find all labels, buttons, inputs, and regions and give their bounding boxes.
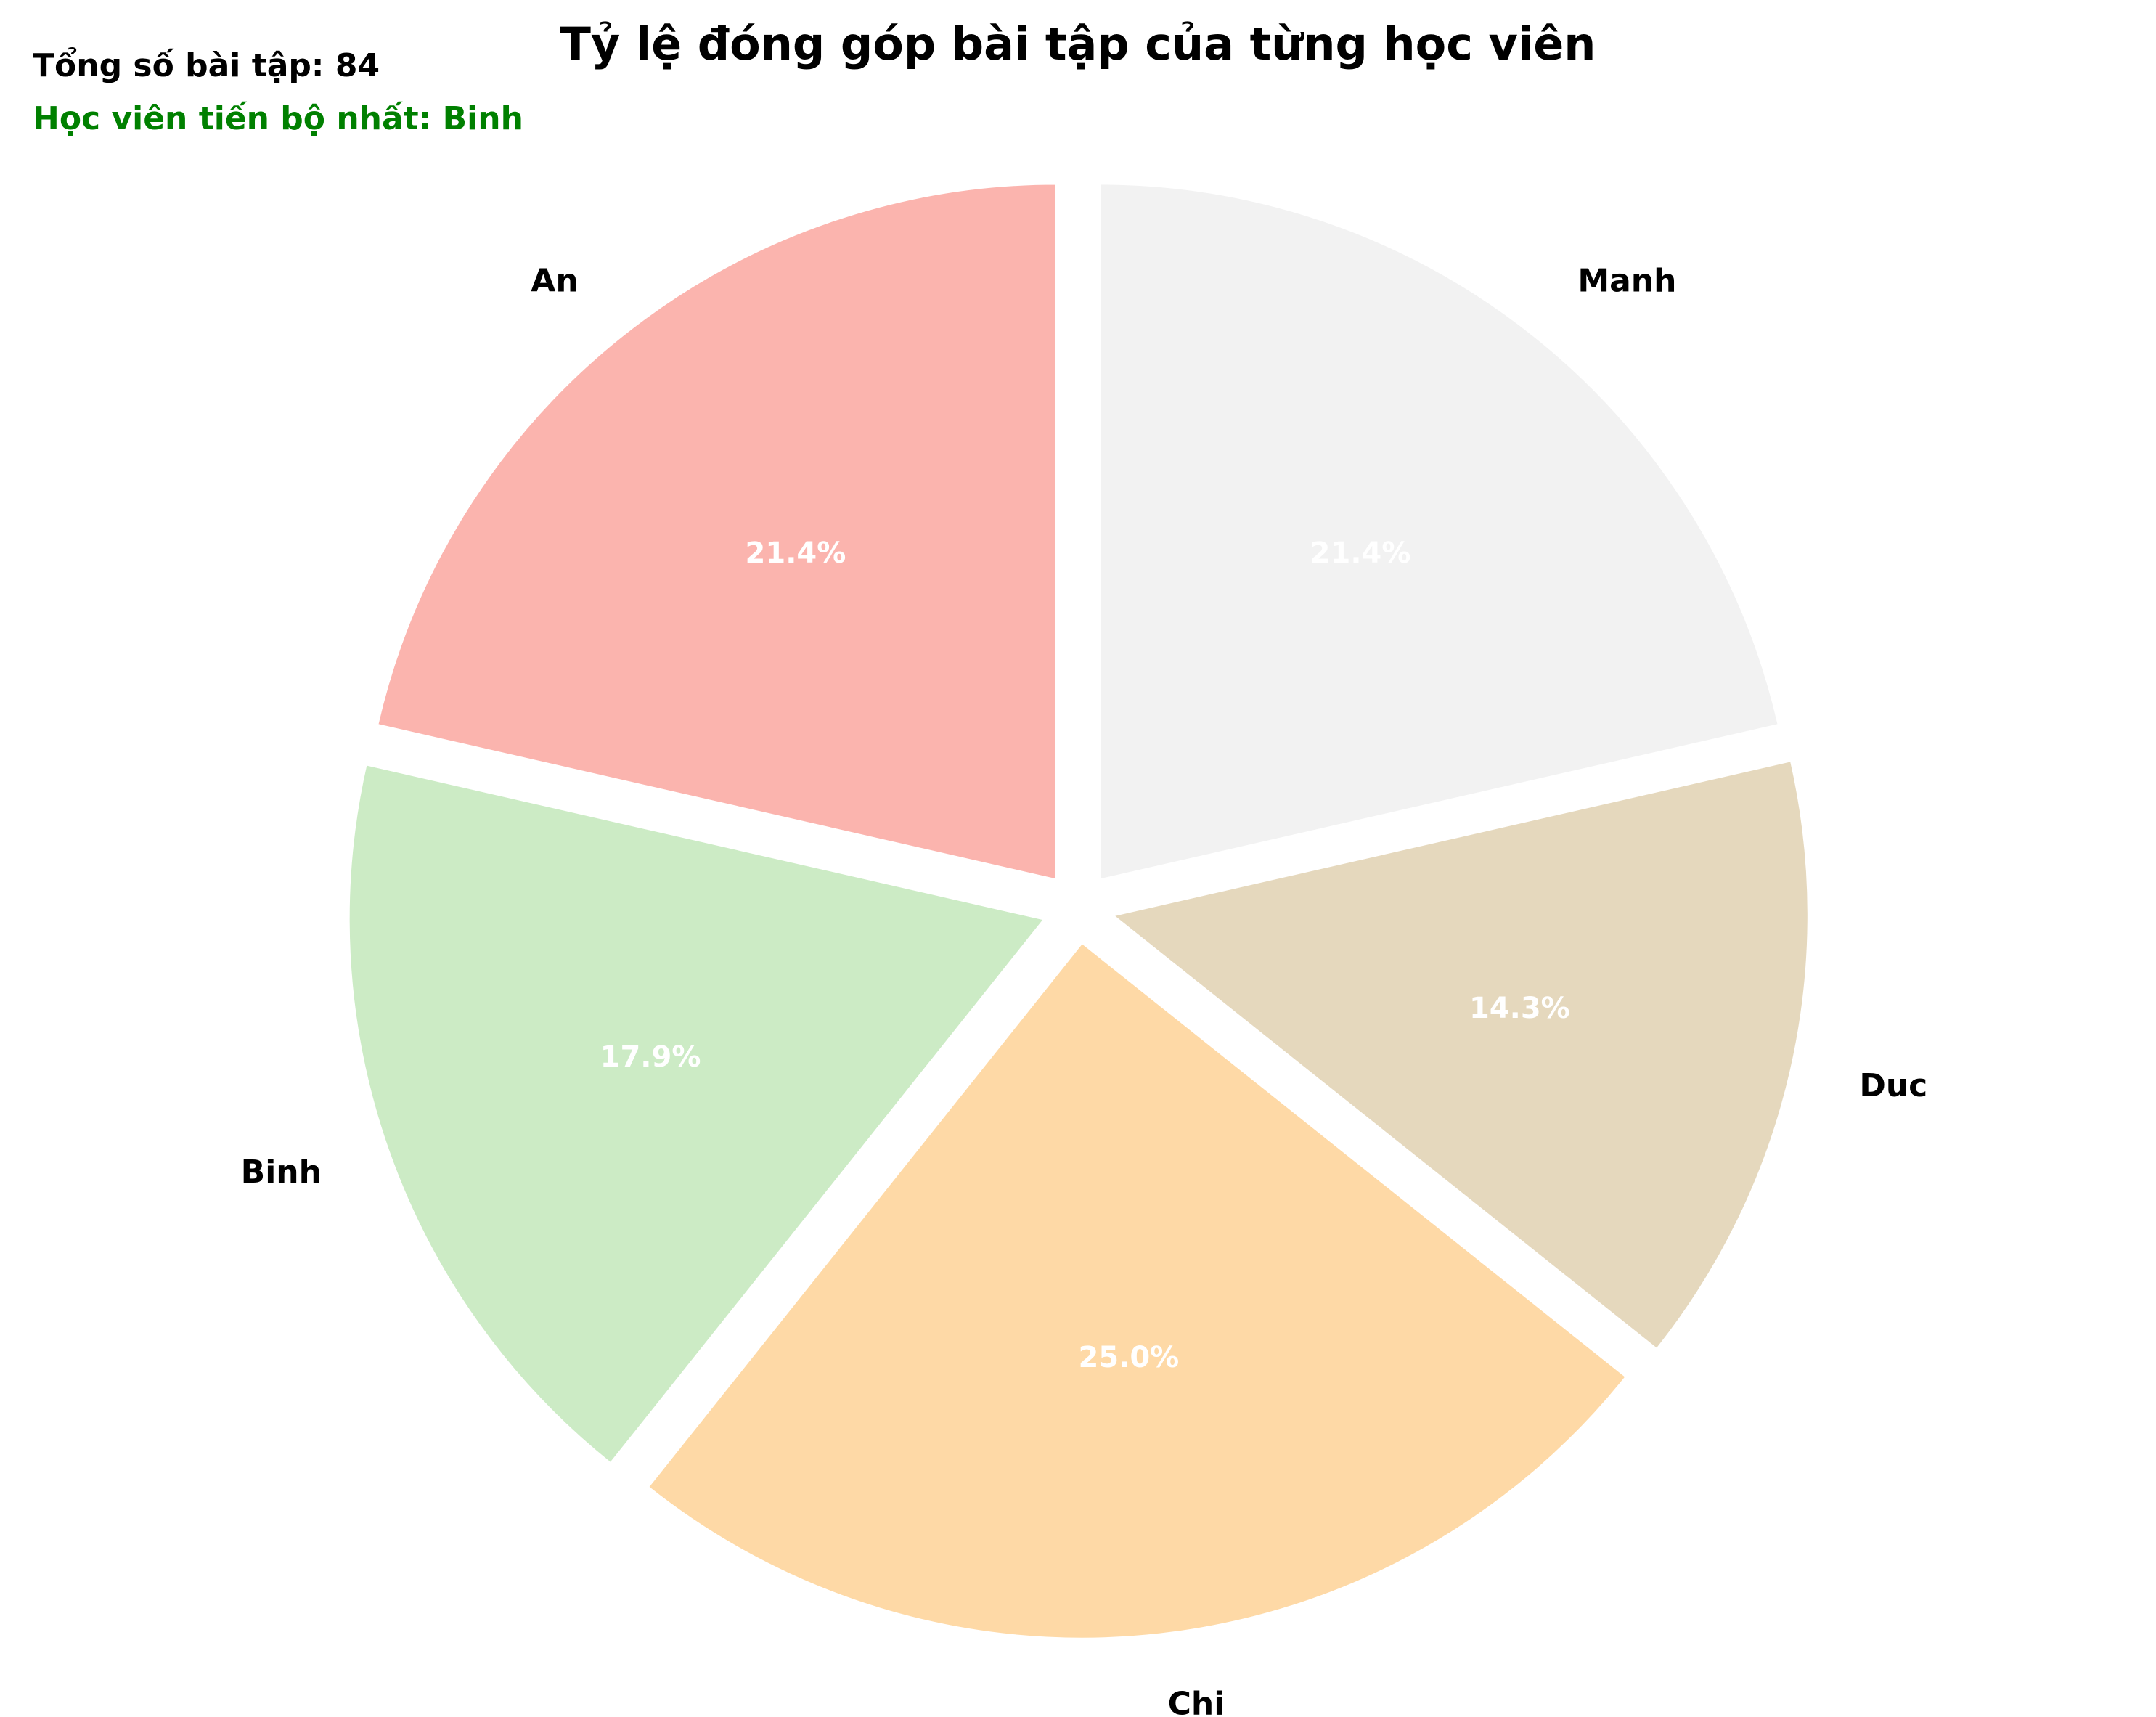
- pie-slices: [346, 182, 1810, 1641]
- slice-binh: [346, 762, 1048, 1467]
- slice-label-chi: Chi: [1168, 1686, 1225, 1717]
- best-student-annotation: Học viên tiến bộ nhất: Binh: [33, 100, 523, 137]
- slice-an: [375, 182, 1058, 882]
- pct-label-manh: 21.4%: [1310, 537, 1411, 570]
- total-annotation: Tổng số bài tập: 84: [33, 46, 380, 84]
- pct-label-binh: 17.9%: [600, 1040, 701, 1074]
- pct-label-an: 21.4%: [746, 537, 846, 570]
- slice-label-duc: Duc: [1859, 1067, 1927, 1104]
- pct-label-chi: 25.0%: [1078, 1341, 1179, 1374]
- slice-label-an: An: [531, 262, 578, 299]
- pct-label-duc: 14.3%: [1469, 992, 1570, 1025]
- slice-manh: [1098, 182, 1781, 882]
- chart-title: Tỷ lệ đóng góp bài tập của từng học viên: [560, 17, 1596, 70]
- pie-labels: 21.4% An 17.9% Binh 25.0% Chi 14.3% Duc 21.4% Man…: [241, 262, 1928, 1717]
- slice-chi: [645, 939, 1629, 1641]
- slice-label-binh: Binh: [241, 1154, 322, 1191]
- slice-label-manh: Manh: [1577, 262, 1676, 299]
- slice-duc: [1108, 758, 1810, 1353]
